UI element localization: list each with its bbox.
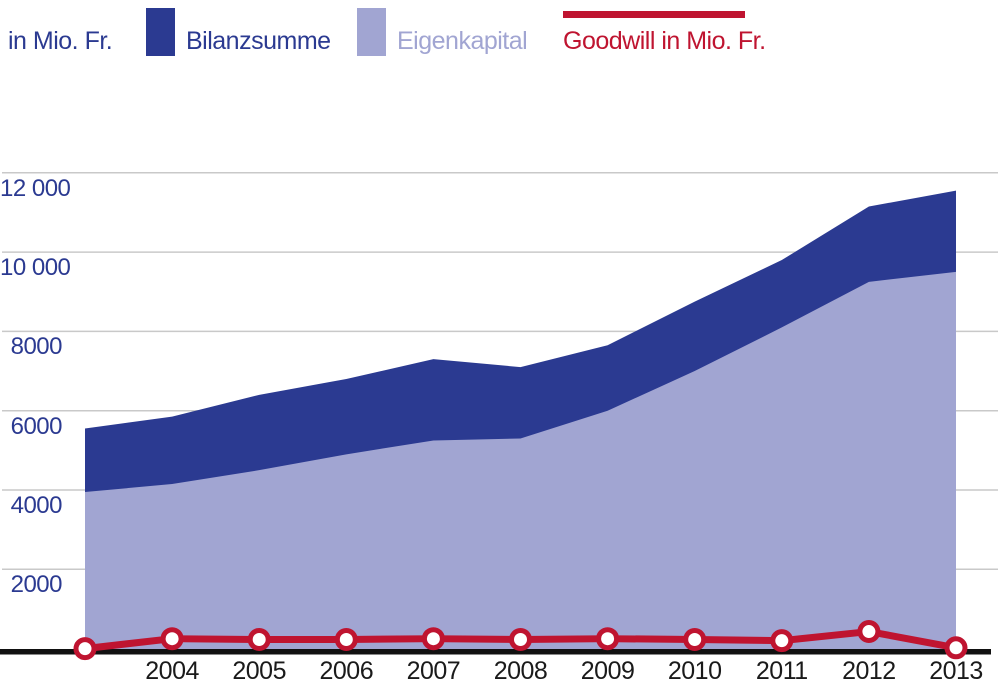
x-tick-label-2009: 2009 <box>580 657 635 685</box>
y-tick-label-12000: 12 000 <box>0 174 71 202</box>
goodwill-marker-2005 <box>247 627 271 651</box>
x-tick-label-2005: 2005 <box>232 657 286 685</box>
area-eigenkapital <box>85 271 956 652</box>
goodwill-marker-2009 <box>596 627 620 651</box>
goodwill-marker-2006 <box>334 627 358 651</box>
x-tick-label-2008: 2008 <box>493 657 548 685</box>
x-tick-label-2012: 2012 <box>842 657 896 685</box>
x-axis-line <box>0 649 991 655</box>
goodwill-marker-2003 <box>73 637 97 661</box>
x-axis-labels: 2004 2005 2006 2007 2008 2009 2010 2011 2012 2013 <box>0 658 1000 690</box>
y-axis-labels: 2000 4000 6000 8000 10 000 12 000 <box>0 0 71 693</box>
legend-label-bilanzsumme: Bilanzsumme <box>186 27 331 55</box>
goodwill-marker-2012 <box>857 620 881 644</box>
y-tick-label-6000: 6000 <box>10 412 63 440</box>
x-tick-label-2006: 2006 <box>319 657 374 685</box>
goodwill-marker-2011 <box>770 629 794 653</box>
legend-label-eigenkapital: Eigenkapital <box>397 27 528 55</box>
legend-swatch-eigenkapital <box>357 8 386 56</box>
x-tick-label-2013: 2013 <box>929 657 983 685</box>
x-tick-label-2010: 2010 <box>667 657 722 685</box>
y-tick-label-4000: 4000 <box>10 492 63 519</box>
legend-swatch-bilanzsumme <box>146 8 175 56</box>
x-tick-label-2007: 2007 <box>406 657 461 685</box>
goodwill-marker-2007 <box>421 627 445 651</box>
goodwill-marker-2013 <box>944 636 968 660</box>
goodwill-marker-2008 <box>509 627 532 651</box>
x-tick-label-2011: 2011 <box>755 657 808 685</box>
y-tick-label-10000: 10 000 <box>0 254 71 282</box>
legend-swatch-goodwill-line <box>563 11 745 18</box>
x-tick-label-2004: 2004 <box>145 657 199 685</box>
y-tick-label-2000: 2000 <box>10 571 63 599</box>
y-tick-label-8000: 8000 <box>10 333 63 361</box>
axis-unit-label: in Mio. Fr. <box>8 27 113 55</box>
goodwill-marker-2010 <box>683 627 707 651</box>
goodwill-marker-2004 <box>160 627 184 651</box>
legend-label-goodwill: Goodwill in Mio. Fr. <box>563 27 766 55</box>
